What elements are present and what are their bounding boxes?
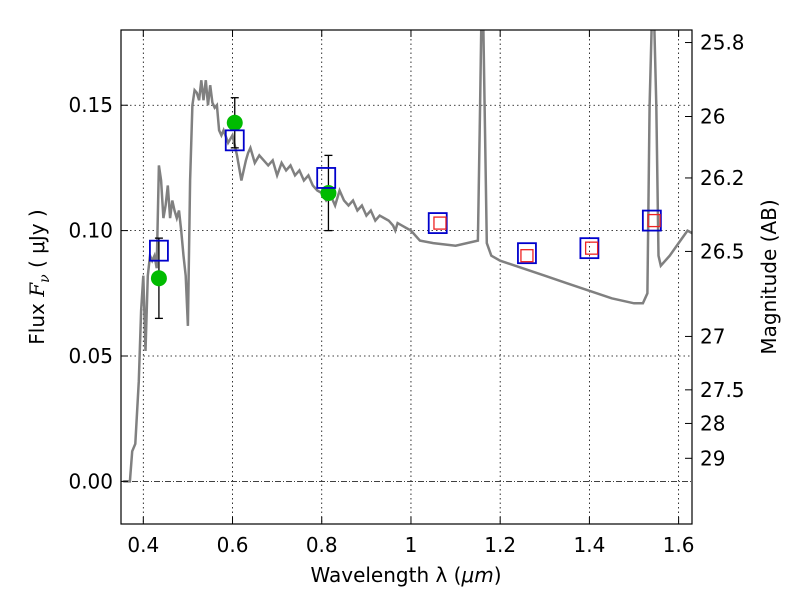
model-square <box>149 239 169 262</box>
y2-axis-label: Magnitude (AB) <box>757 199 781 354</box>
model-square <box>427 212 448 234</box>
model-square <box>316 167 337 189</box>
y-tick-label: 0.15 <box>68 93 113 117</box>
red-squares <box>433 213 661 263</box>
x-axis-label: Wavelength λ (μm) <box>310 563 501 587</box>
y-tick-label: 0.00 <box>68 469 113 493</box>
sed-model-path <box>123 30 692 483</box>
mag-tick-label: 26.2 <box>700 166 745 190</box>
x-tick-label: 1.4 <box>573 533 605 557</box>
y-axis-label: Flux Fν ( μJy ) <box>25 209 53 344</box>
x-tick-label: 0.8 <box>306 533 338 557</box>
red-square <box>584 241 599 255</box>
x-tick-label: 1.6 <box>663 533 695 557</box>
x-tick-label: 0.4 <box>127 533 159 557</box>
mag-tick-label: 26 <box>700 105 725 129</box>
model-square <box>579 237 600 260</box>
model-square <box>517 242 537 265</box>
mag-tick-label: 27.5 <box>700 378 745 402</box>
observed-point <box>226 114 243 131</box>
x-tick-label: 1.2 <box>484 533 516 557</box>
mag-tick-label: 29 <box>700 446 725 470</box>
y-tick-label: 0.10 <box>68 219 113 243</box>
mag-tick-label: 25.8 <box>700 31 745 55</box>
mag-tick-label: 27 <box>700 324 725 348</box>
red-square <box>647 213 661 228</box>
y-tick-label: 0.05 <box>68 344 113 368</box>
plot-frame <box>120 29 693 525</box>
axis-ticks: 0.4 0.6 0.8 1 1.2 1.4 1.6 0.00 0.05 0.10 0.15 25.8 2… <box>68 30 745 557</box>
red-square <box>433 216 447 230</box>
model-squares <box>149 129 662 265</box>
observed-point <box>150 270 167 287</box>
x-tick-label: 1 <box>405 533 418 557</box>
mag-tick-label: 28 <box>700 411 725 435</box>
x-tick-label: 0.6 <box>217 533 249 557</box>
model-square <box>641 209 662 232</box>
mag-tick-label: 26.5 <box>700 239 745 263</box>
sed-model-line <box>123 30 692 483</box>
observed-point <box>320 184 337 201</box>
model-square <box>224 129 245 152</box>
red-square <box>520 249 534 263</box>
observed-points <box>150 114 337 287</box>
